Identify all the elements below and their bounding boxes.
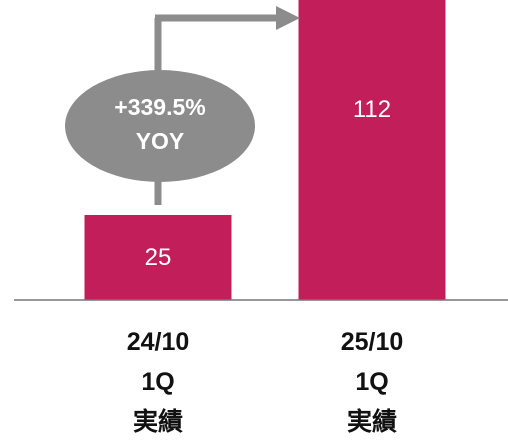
bar	[84, 215, 232, 300]
bar	[298, 0, 446, 300]
value-label: 112	[352, 96, 392, 123]
x-tick-label: 25/10 1Q 実績	[340, 328, 404, 436]
annotation-bubble	[65, 70, 255, 182]
x-tick-label: 24/10 1Q 実績	[126, 328, 190, 436]
value-label: 25	[144, 243, 172, 271]
arrow-head	[276, 6, 300, 30]
annotation: +339.5% YOY	[114, 94, 206, 154]
